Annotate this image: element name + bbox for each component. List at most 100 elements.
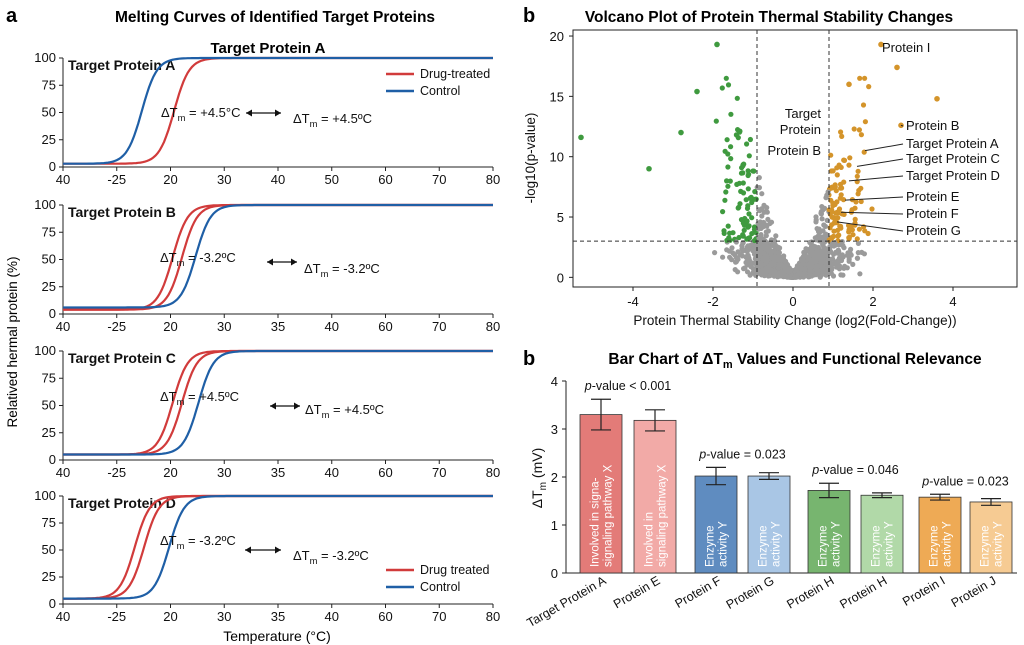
bar-inner-label: activity Y bbox=[718, 521, 730, 567]
delta-tm-annotation: ΔTm = +4.5°C bbox=[161, 105, 241, 123]
panel-a-x-axis-label: Temperature (°C) bbox=[223, 628, 331, 644]
data-point bbox=[749, 231, 755, 237]
data-point bbox=[750, 168, 756, 174]
delta-tm-annotation-main: ΔT bbox=[161, 105, 178, 120]
data-point bbox=[713, 118, 719, 124]
point-label: Protein B bbox=[768, 143, 821, 158]
data-point bbox=[818, 257, 824, 264]
data-point bbox=[762, 253, 768, 259]
data-point bbox=[746, 153, 752, 159]
melting-curve-drug-treated-2 bbox=[63, 203, 493, 311]
data-point bbox=[857, 271, 863, 277]
point-label: Protein B bbox=[906, 118, 959, 133]
bar-inner-label: Enzyme bbox=[818, 525, 830, 567]
x-axis-label: Protein Thermal Stability Change (log2(F… bbox=[633, 313, 956, 328]
y-tick-label: 0 bbox=[551, 566, 558, 581]
data-point bbox=[733, 239, 740, 245]
data-point bbox=[812, 259, 819, 265]
x-tick-label: 20 bbox=[163, 172, 177, 187]
label-leader-line bbox=[848, 175, 904, 182]
data-point bbox=[770, 243, 777, 249]
p-value-symbol: p bbox=[698, 447, 706, 461]
data-point bbox=[813, 214, 819, 220]
data-point bbox=[840, 272, 846, 278]
x-tick-label: 30 bbox=[217, 465, 231, 480]
delta-tm-annotation-subscript: m bbox=[322, 410, 330, 420]
arrow-head-right bbox=[275, 546, 281, 554]
point-label: Protein bbox=[780, 122, 821, 137]
data-point bbox=[836, 266, 843, 272]
data-point bbox=[822, 223, 829, 229]
x-tick-label: 0 bbox=[789, 294, 796, 309]
delta-tm-annotation: ΔTm = -3.2ºC bbox=[293, 548, 369, 566]
data-point bbox=[725, 223, 731, 229]
data-point bbox=[854, 255, 861, 261]
y-axis-label-main: ΔT bbox=[529, 490, 545, 508]
data-point bbox=[768, 251, 774, 257]
melting-curve-drug-treated bbox=[63, 349, 493, 456]
delta-tm-annotation-main: ΔT bbox=[160, 250, 177, 265]
data-point bbox=[757, 208, 763, 214]
data-point bbox=[723, 189, 729, 195]
x-tick-label: 60 bbox=[378, 172, 392, 187]
data-point bbox=[758, 248, 764, 254]
bar-inner-label: signaling pathway X bbox=[603, 464, 615, 567]
category-label: Protein F bbox=[673, 573, 724, 611]
data-point bbox=[720, 209, 726, 215]
panel-c-title: Bar Chart of ΔTm Values and Functional R… bbox=[608, 351, 982, 371]
x-tick-label: 80 bbox=[486, 465, 500, 480]
data-point bbox=[746, 223, 752, 229]
data-point-highlight bbox=[714, 41, 720, 48]
data-point bbox=[838, 192, 844, 198]
data-point bbox=[829, 185, 835, 191]
y-tick-label: 0 bbox=[557, 270, 564, 285]
data-point bbox=[841, 157, 847, 163]
x-tick-label: 40 bbox=[325, 319, 339, 334]
bar-inner-label: signaling pathway X bbox=[657, 464, 669, 567]
data-point bbox=[729, 257, 735, 263]
data-point bbox=[840, 197, 847, 203]
legend-label: Control bbox=[420, 580, 460, 594]
data-point bbox=[848, 252, 854, 258]
x-tick-label: 50 bbox=[325, 172, 339, 187]
data-point bbox=[802, 267, 808, 273]
x-tick-label: 60 bbox=[378, 465, 392, 480]
x-tick-label: 40 bbox=[325, 609, 339, 624]
delta-tm-annotation: ΔTm = -3.2ºC bbox=[160, 533, 236, 551]
data-point bbox=[728, 156, 734, 162]
data-point bbox=[753, 196, 759, 202]
data-point bbox=[848, 223, 854, 229]
delta-tm-annotation-subscript: m bbox=[310, 556, 318, 566]
data-point bbox=[807, 272, 813, 278]
delta-tm-annotation-subscript: m bbox=[310, 119, 318, 129]
data-point bbox=[745, 257, 751, 263]
y-tick-label: 0 bbox=[49, 452, 56, 467]
data-point bbox=[836, 249, 842, 255]
data-point bbox=[809, 264, 815, 270]
panel-a-y-axis-label: Relatived hermal protein (%) bbox=[5, 256, 20, 427]
delta-tm-annotation-subscript: m bbox=[177, 397, 185, 407]
data-point bbox=[772, 268, 778, 274]
delta-tm-annotation-subscript: m bbox=[178, 113, 186, 123]
data-point bbox=[756, 185, 763, 191]
y-tick-label: 25 bbox=[42, 279, 56, 294]
data-point bbox=[751, 224, 758, 230]
data-point bbox=[783, 262, 790, 268]
data-point bbox=[745, 203, 751, 209]
point-label: Target bbox=[785, 106, 822, 121]
delta-tm-annotation-value: = +4.5ºC bbox=[184, 389, 239, 404]
data-point-highlight bbox=[934, 95, 940, 102]
data-point bbox=[817, 229, 824, 235]
bar bbox=[633, 419, 677, 574]
x-tick-label: 30 bbox=[217, 172, 231, 187]
data-point bbox=[740, 248, 746, 254]
data-point bbox=[847, 155, 853, 161]
category-label: Target Protein A bbox=[524, 573, 609, 630]
panel-b-letter: b bbox=[523, 5, 535, 27]
melting-curve-drug-treated bbox=[63, 203, 493, 311]
data-point bbox=[739, 253, 745, 259]
y-tick-label: 3 bbox=[551, 422, 558, 437]
data-point-highlight bbox=[678, 129, 684, 136]
data-point bbox=[721, 228, 727, 234]
y-tick-label: 4 bbox=[551, 374, 558, 389]
